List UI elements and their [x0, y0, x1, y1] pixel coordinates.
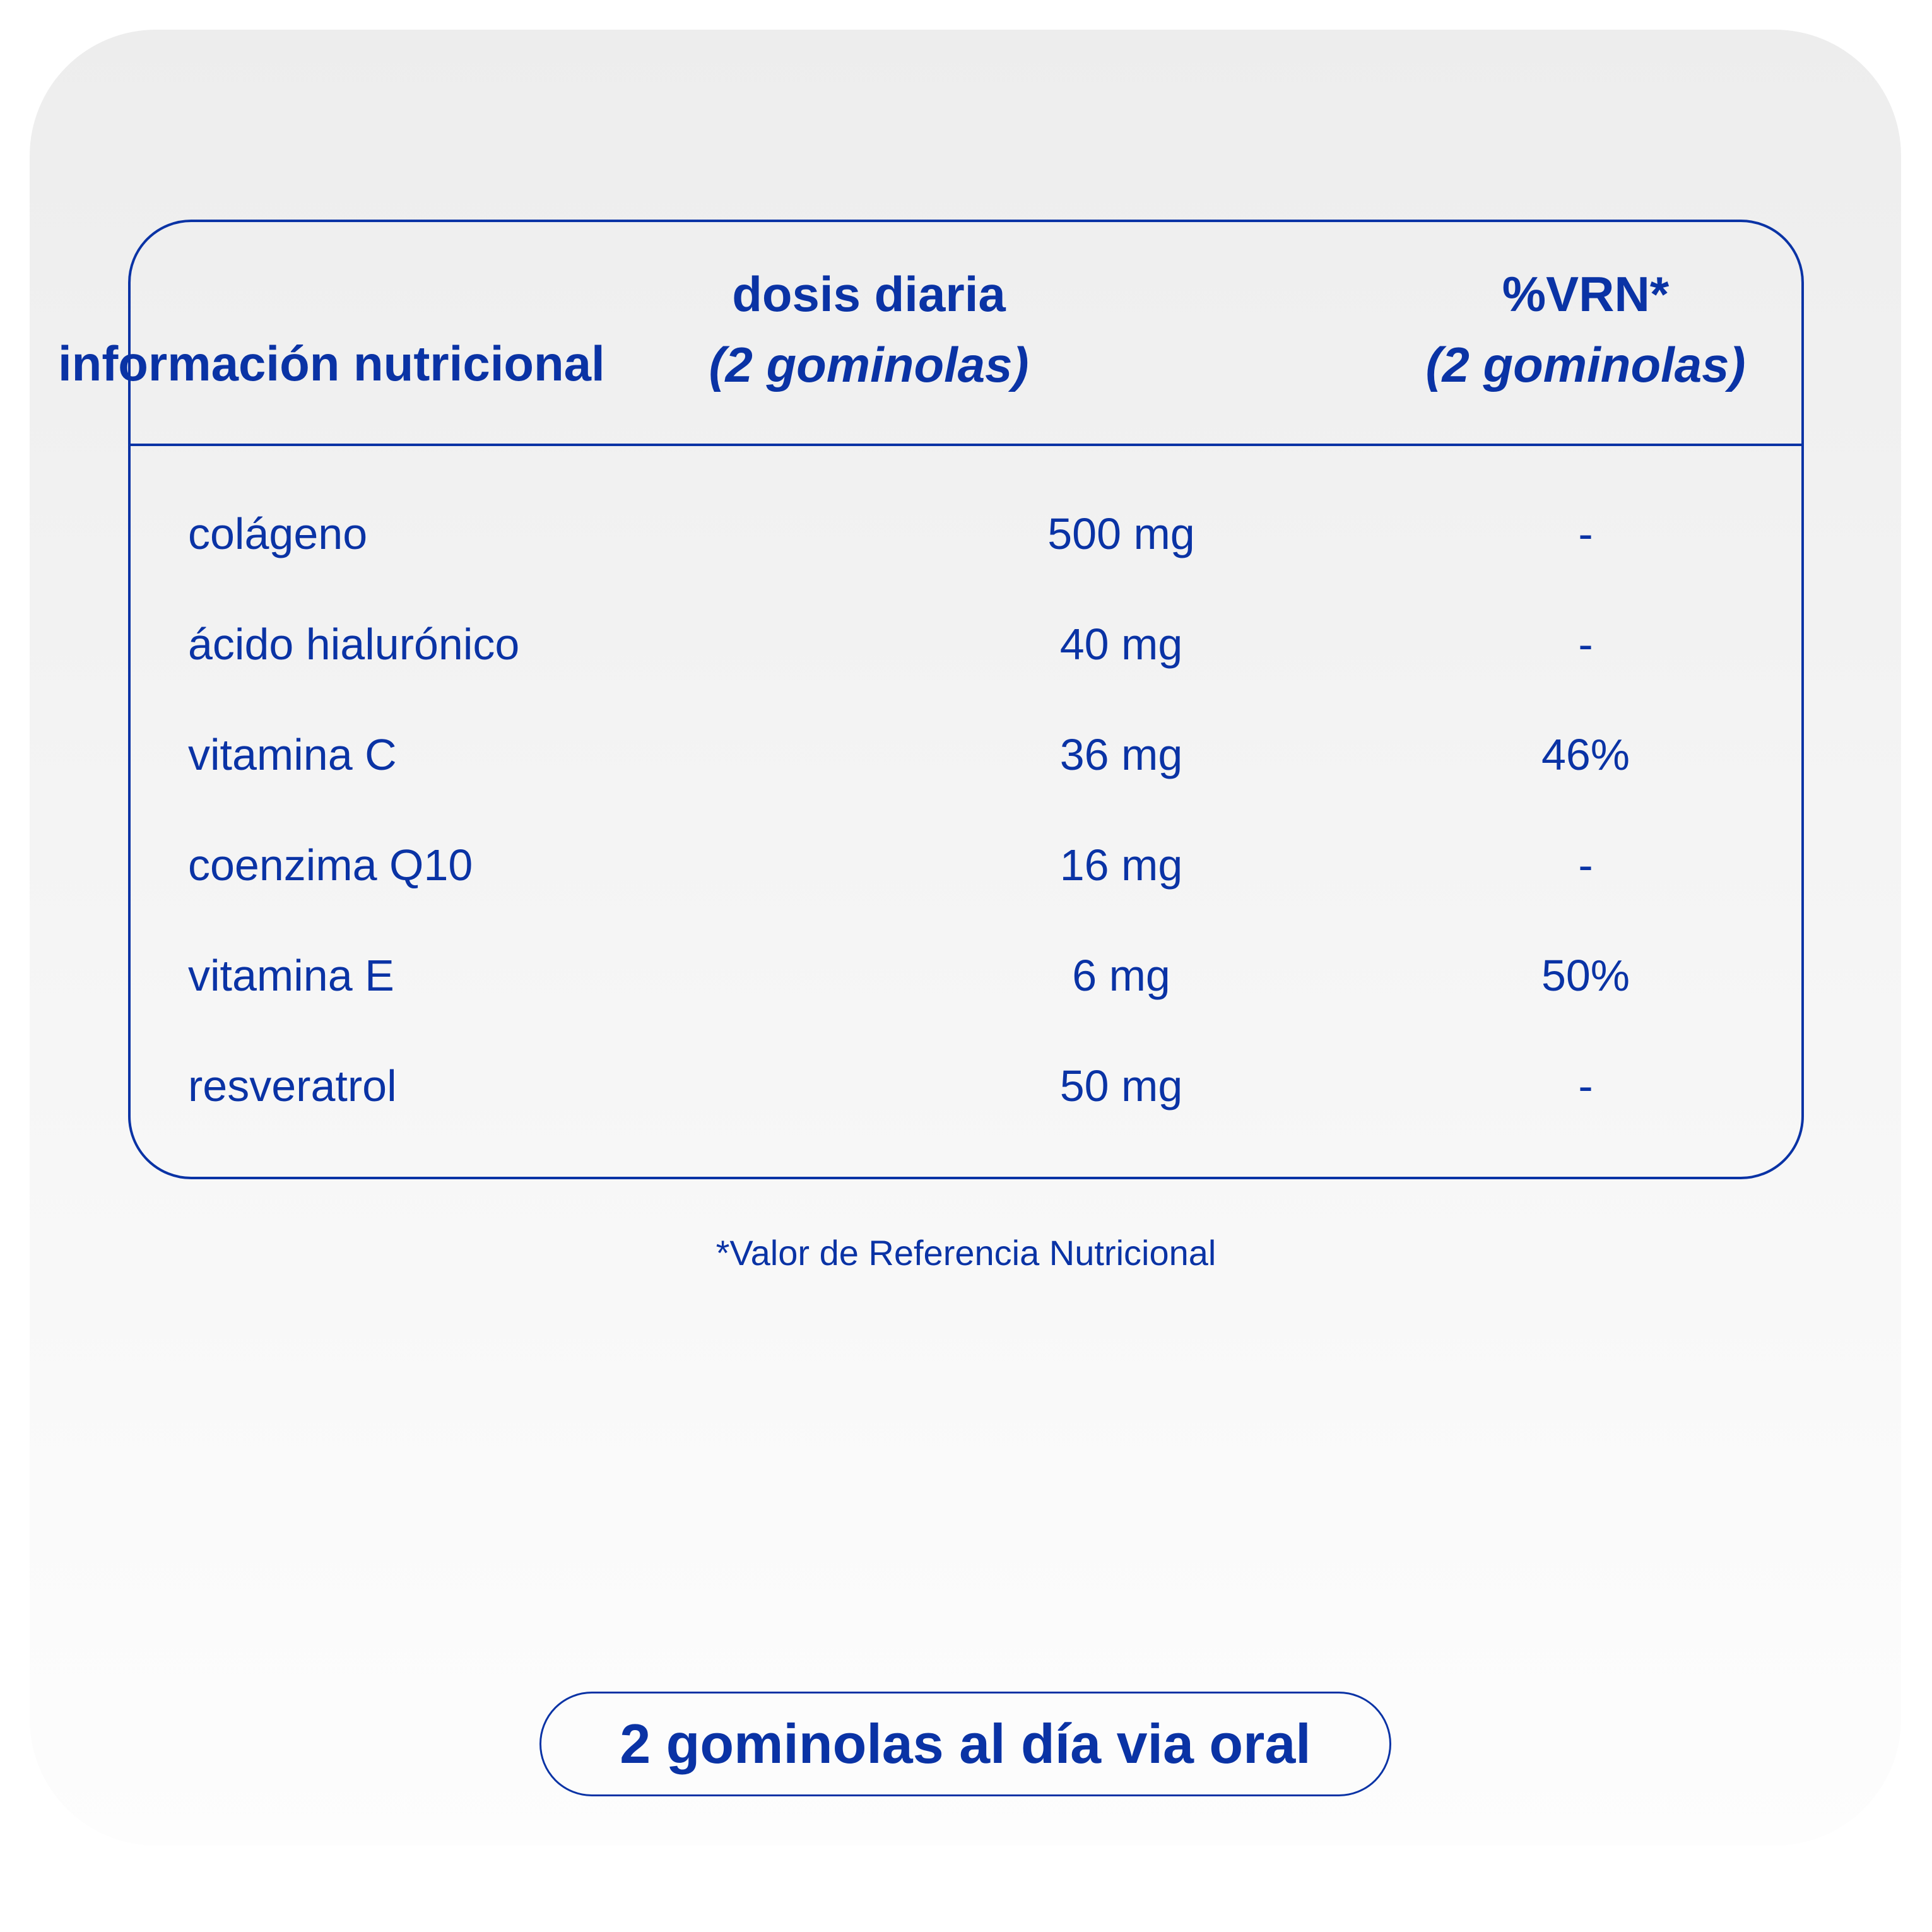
table-row: vitamina E 6 mg 50% [0, 944, 1932, 1007]
header-vrn-title: %VRN* [1502, 266, 1670, 322]
nutrient-name: vitamina E [188, 951, 394, 1000]
nutrient-name: resveratrol [188, 1061, 397, 1110]
table-row: ácido hialurónico 40 mg - [0, 613, 1932, 676]
table-row: colágeno 500 mg - [0, 502, 1932, 565]
nutrient-vrn: 50% [1541, 951, 1630, 1000]
nutrient-vrn: 46% [1541, 730, 1630, 779]
header-vrn-sub: (2 gominolas) [1425, 337, 1746, 392]
nutrient-dose: 36 mg [1059, 730, 1183, 779]
nutrient-dose: 16 mg [1059, 840, 1183, 890]
header-nutritional-info: información nutricional [58, 336, 605, 391]
nutrient-dose: 6 mg [1072, 951, 1170, 1000]
card-background [30, 30, 1901, 1846]
table-row: resveratrol 50 mg - [0, 1054, 1932, 1117]
nutrient-dose: 40 mg [1059, 620, 1183, 669]
header-divider [131, 444, 1801, 446]
header-daily-dose-sub: (2 gominolas) [709, 337, 1029, 392]
nutrient-name: coenzima Q10 [188, 840, 473, 890]
table-row: coenzima Q10 16 mg - [0, 833, 1932, 897]
nutrient-vrn: - [1578, 620, 1593, 669]
header-vrn: %VRN* (2 gominolas) [1333, 259, 1838, 400]
footnote: *Valor de Referencia Nutricional [716, 1233, 1216, 1273]
nutrient-vrn: - [1578, 1061, 1593, 1110]
nutrient-name: vitamina C [188, 730, 397, 779]
header-daily-dose: dosis diaria (2 gominolas) [616, 259, 1121, 400]
nutrition-table [128, 220, 1804, 1179]
nutrient-dose: 500 mg [1047, 509, 1195, 558]
nutrient-name: ácido hialurónico [188, 620, 520, 669]
nutrient-vrn: - [1578, 509, 1593, 558]
nutrient-name: colágeno [188, 509, 368, 558]
table-row: vitamina C 36 mg 46% [0, 723, 1932, 786]
nutrient-dose: 50 mg [1059, 1061, 1183, 1110]
header-daily-dose-title: dosis diaria [732, 266, 1006, 322]
nutrient-vrn: - [1578, 840, 1593, 890]
dosage-badge: 2 gominolas al día via oral [539, 1692, 1391, 1796]
